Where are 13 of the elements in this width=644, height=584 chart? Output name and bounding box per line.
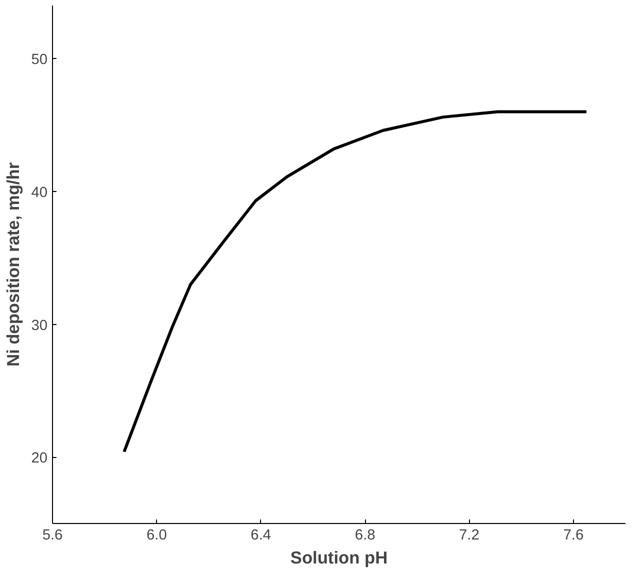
y-tick-label: 40 — [31, 184, 48, 201]
x-tick-label: 6.8 — [354, 528, 376, 544]
line-series — [122, 110, 588, 454]
x-tick-label: 7.2 — [459, 528, 480, 544]
y-tick-label: 20 — [31, 450, 48, 467]
y-tick-label: 50 — [31, 52, 48, 68]
x-tick-label: 5.6 — [42, 528, 63, 544]
x-tick-label: 6.0 — [146, 528, 167, 544]
x-axis-title: Solution pH — [290, 548, 388, 568]
y-tick-label: 30 — [31, 318, 48, 334]
x-tick-label: 6.4 — [250, 528, 272, 544]
y-axis-title: Ni deposition rate, mg/hr — [3, 162, 24, 367]
x-tick-label: 7.6 — [563, 528, 584, 544]
